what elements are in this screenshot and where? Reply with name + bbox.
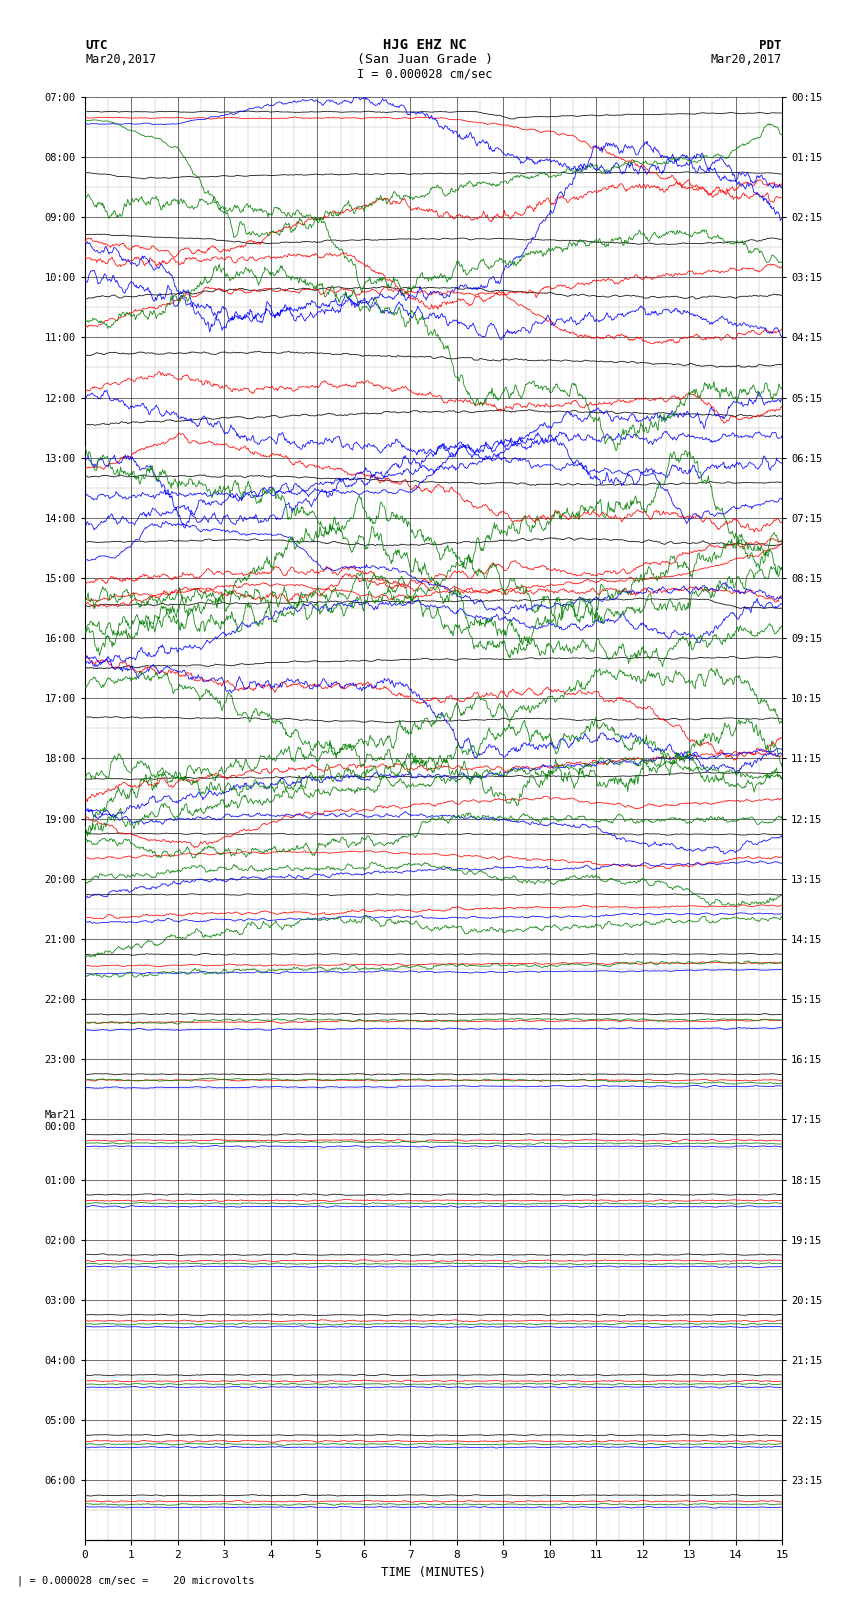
Text: UTC: UTC bbox=[85, 39, 107, 52]
Text: PDT: PDT bbox=[760, 39, 782, 52]
Text: HJG EHZ NC: HJG EHZ NC bbox=[383, 39, 467, 52]
Text: Mar20,2017: Mar20,2017 bbox=[711, 53, 782, 66]
Text: Mar20,2017: Mar20,2017 bbox=[85, 53, 156, 66]
Text: I = 0.000028 cm/sec: I = 0.000028 cm/sec bbox=[357, 68, 493, 81]
Text: | = 0.000028 cm/sec =    20 microvolts: | = 0.000028 cm/sec = 20 microvolts bbox=[17, 1576, 254, 1586]
Text: (San Juan Grade ): (San Juan Grade ) bbox=[357, 53, 493, 66]
X-axis label: TIME (MINUTES): TIME (MINUTES) bbox=[381, 1566, 486, 1579]
